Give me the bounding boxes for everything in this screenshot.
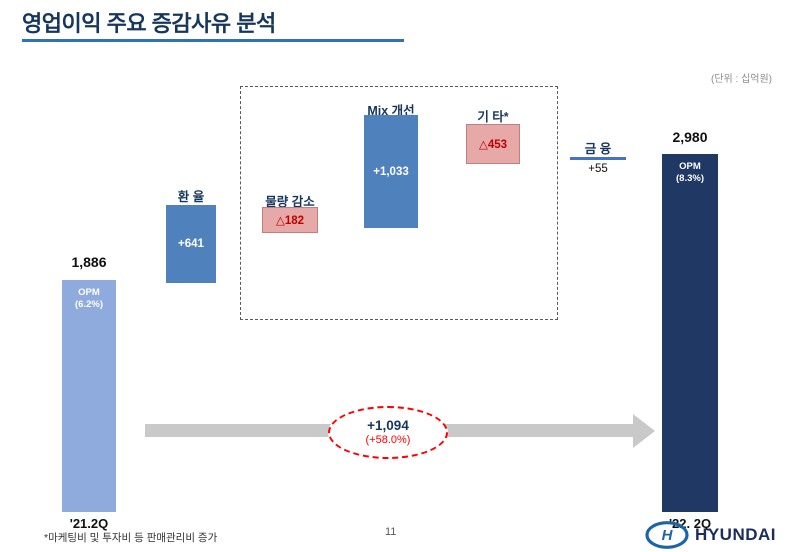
hyundai-logo-mark: H: [645, 521, 689, 549]
end-bar: OPM (8.3%): [662, 154, 718, 512]
finance-label: 금 융: [584, 142, 612, 156]
fx-bar: +641: [166, 205, 216, 283]
finance-line: [570, 157, 626, 160]
end-bar-value: 2,980: [672, 129, 708, 145]
svg-text:H: H: [662, 527, 674, 544]
start-bar: OPM (6.2%): [62, 280, 116, 512]
page-number: 11: [385, 526, 397, 538]
footnote: *마케팅비 및 투자비 등 판매관리비 증가: [44, 532, 218, 544]
change-arrow-head: [633, 414, 655, 448]
finance-value: +55: [588, 163, 608, 175]
start-bar-value: 1,886: [71, 254, 107, 270]
total-change-value: +1,094: [367, 418, 409, 433]
mix-bar-label: Mix 개선: [367, 104, 415, 118]
volume-label: 물량 감소: [265, 195, 315, 209]
start-opm-pct: (6.2%): [75, 299, 103, 310]
mix-bar-value: +1,033: [373, 165, 409, 178]
fx-bar-value: +641: [178, 238, 204, 250]
dashed-group-box: [240, 86, 558, 320]
end-opm-pct: (8.3%): [676, 173, 704, 184]
unit-note: (단위 : 십억원): [711, 74, 772, 85]
end-bar-opm: OPM (8.3%): [662, 154, 718, 185]
mix-bar: +1,033: [364, 115, 418, 228]
hyundai-logo-text: HYUNDAI: [695, 525, 776, 544]
page-title: 영업이익 주요 증감사유 분석: [22, 11, 276, 36]
total-change-ellipse: +1,094 (+58.0%): [328, 406, 448, 459]
end-opm-label: OPM: [679, 161, 701, 172]
etc-value-box: △453: [466, 124, 520, 164]
hyundai-logo: H HYUNDAI: [645, 521, 776, 549]
start-opm-label: OPM: [78, 287, 100, 298]
etc-label: 기 타*: [477, 110, 509, 124]
title-underline: [22, 39, 404, 42]
volume-value-box: △182: [262, 207, 318, 233]
total-change-pct: (+58.0%): [365, 434, 411, 446]
end-bar-xlabel: '22. 2Q: [668, 516, 712, 531]
fx-bar-label: 환 율: [177, 190, 205, 204]
start-bar-opm: OPM (6.2%): [62, 280, 116, 311]
start-bar-xlabel: '21.2Q: [69, 516, 109, 531]
